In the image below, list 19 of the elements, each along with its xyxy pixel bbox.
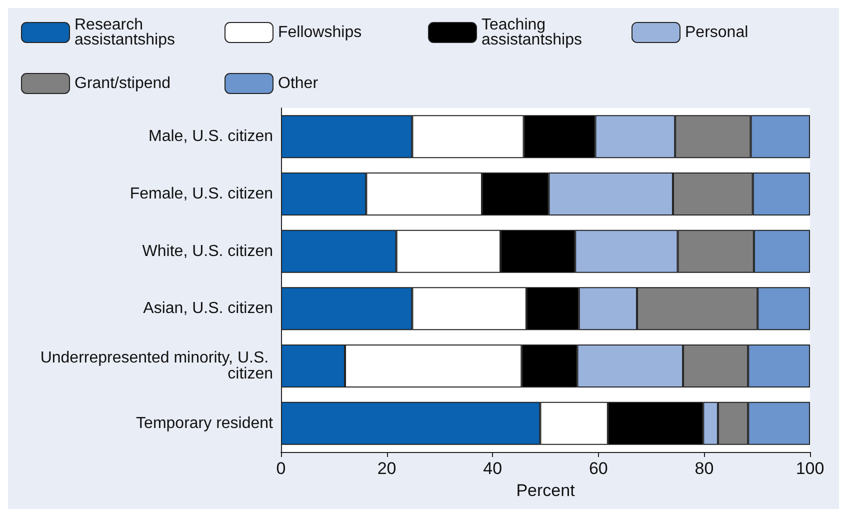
y-tick-label: Underrepresented minority, U.S. citizen (40, 350, 273, 382)
legend-label: Research assistantships (74, 16, 175, 48)
y-tick-label: Temporary resident (136, 414, 274, 432)
x-tick-label: 80 (694, 459, 714, 478)
y-tick-label: Female, U.S. citizen (130, 186, 273, 202)
legend-label: Grant/stipend (74, 75, 171, 92)
legend-label: Fellowships (278, 24, 362, 41)
x-tick-label: 40 (483, 459, 502, 478)
x-tick-label: 60 (588, 459, 608, 478)
x-tick-label: 0 (276, 459, 286, 478)
legend-label: Teaching assistantships (482, 16, 582, 48)
legend-label: Personal (685, 24, 748, 41)
y-tick-label: Asian, U.S. citizen (143, 300, 273, 318)
x-axis-title: Percent (516, 480, 576, 500)
y-tick-label: White, U.S. citizen (142, 242, 273, 260)
y-tick-label: Male, U.S. citizen (148, 128, 273, 146)
legend-label: Other (278, 75, 319, 92)
x-tick-label: 100 (796, 459, 824, 478)
x-tick-label: 20 (377, 459, 396, 478)
